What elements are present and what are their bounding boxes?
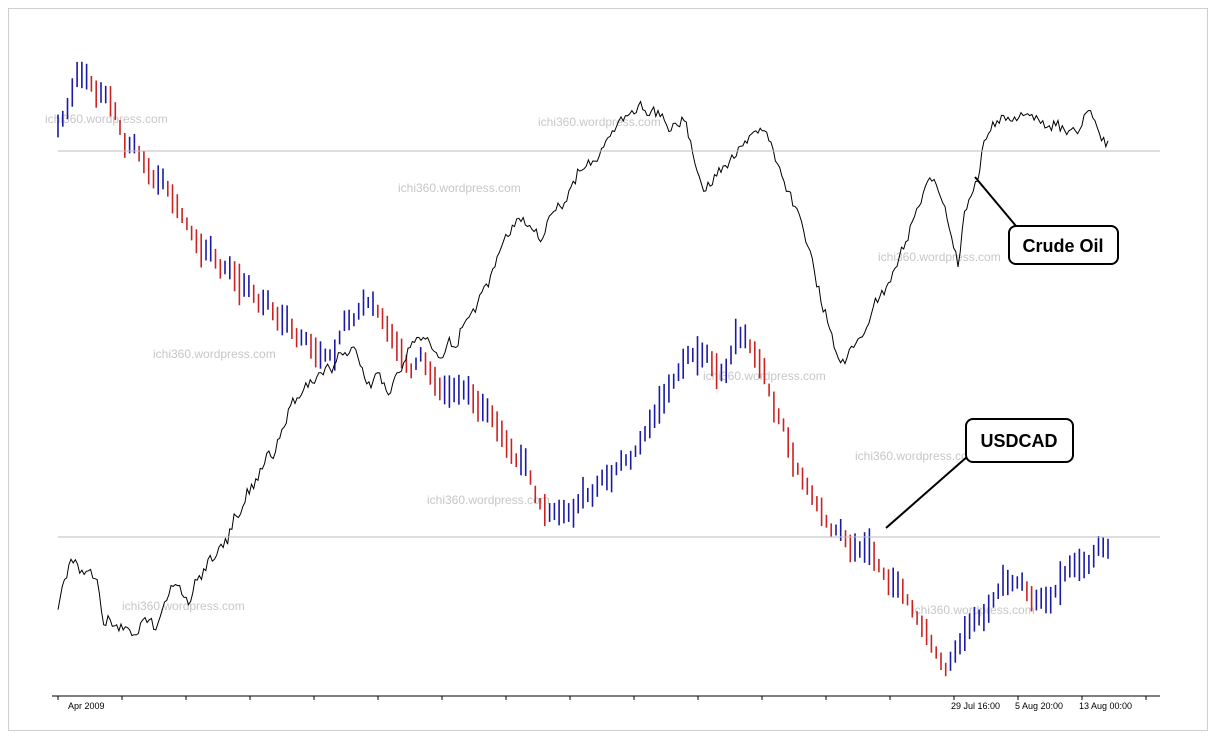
watermark-text: ichi360.wordpress.com (912, 603, 1035, 617)
x-tick-label: 5 Aug 20:00 (1015, 701, 1063, 711)
usdcad-series (57, 61, 1109, 677)
reference-lines (58, 150, 1160, 538)
usdcad-callout-box (965, 418, 1074, 463)
watermark-text: ichi360.wordpress.com (122, 599, 245, 613)
x-tick-label: Apr 2009 (68, 701, 105, 711)
watermark-text: ichi360.wordpress.com (855, 449, 978, 463)
watermark-text: ichi360.wordpress.com (878, 250, 1001, 264)
watermark-text: ichi360.wordpress.com (45, 112, 168, 126)
watermark-text: ichi360.wordpress.com (427, 493, 550, 507)
crude-oil-callout-box (1008, 225, 1119, 265)
crude-oil-callout-pointer (974, 176, 1017, 227)
watermark-text: ichi360.wordpress.com (398, 181, 521, 195)
callouts: Crude Oil USDCAD (885, 176, 1119, 529)
x-axis: Apr 2009 29 Jul 16:00 5 Aug 20:00 13 Aug 00… (52, 695, 1160, 711)
x-tick-label: 13 Aug 00:00 (1079, 701, 1132, 711)
watermark-text: ichi360.wordpress.com (538, 115, 661, 129)
watermark-layer: ichi360.wordpress.com ichi360.wordpress.c… (45, 112, 1035, 617)
crude-oil-callout-label: Crude Oil (1022, 236, 1103, 256)
crude-oil-series (57, 100, 1109, 637)
chart-frame (8, 8, 1208, 731)
crude-oil-line (57, 100, 1109, 637)
watermark-text: ichi360.wordpress.com (153, 347, 276, 361)
x-tick-label: 29 Jul 16:00 (951, 701, 1000, 711)
usdcad-callout-label: USDCAD (980, 431, 1057, 451)
usdcad-callout-pointer (885, 455, 969, 529)
